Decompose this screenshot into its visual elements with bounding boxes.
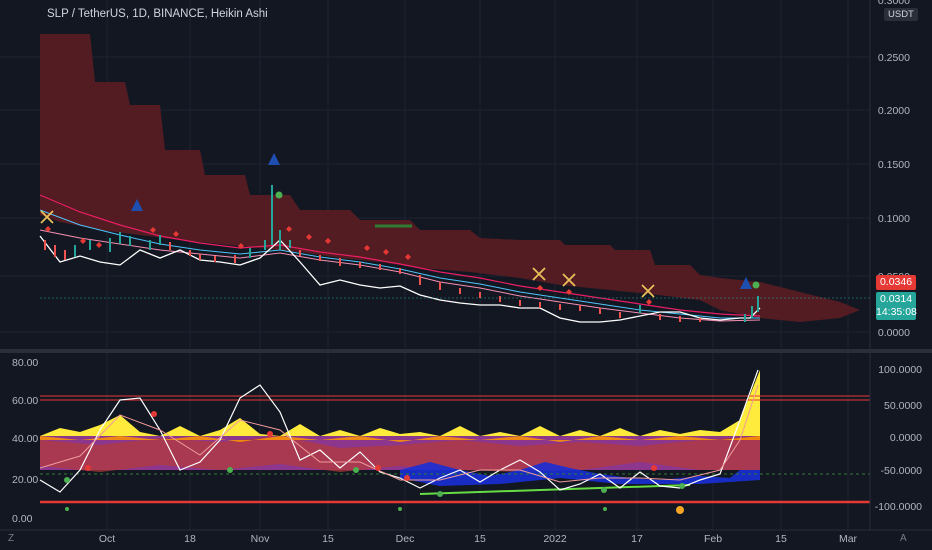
dot-marker bbox=[752, 281, 760, 289]
time-axis-label: 15 bbox=[775, 533, 787, 545]
price-axis-label: 0.2500 bbox=[878, 52, 910, 64]
time-axis-label: 2022 bbox=[543, 533, 567, 545]
time-axis-label: Dec bbox=[396, 533, 415, 545]
currency-badge[interactable]: USDT bbox=[884, 8, 918, 21]
time-axis-label: Oct bbox=[99, 533, 115, 545]
last-price-tag-red: 0.0346 bbox=[876, 275, 916, 290]
osc-pink-line bbox=[39, 384, 759, 483]
oscillator-pane bbox=[39, 369, 870, 514]
triangle-icon bbox=[740, 277, 752, 289]
osc-right-axis-label: 100.0000 bbox=[878, 364, 922, 376]
x-mark-icon bbox=[532, 267, 546, 281]
osc-left-axis-label: 40.00 bbox=[12, 433, 38, 445]
yellow-area bbox=[40, 370, 760, 436]
orange-area bbox=[40, 436, 760, 442]
markers bbox=[40, 153, 760, 305]
osc-left-axis-label: 0.00 bbox=[12, 513, 33, 525]
time-axis-label: 18 bbox=[184, 533, 196, 545]
candles bbox=[44, 185, 759, 322]
time-axis-label: Nov bbox=[251, 533, 270, 545]
osc-left-axis-label: 60.00 bbox=[12, 395, 38, 407]
price-axis-label: 0.1500 bbox=[878, 159, 910, 171]
time-axis-label: 15 bbox=[474, 533, 486, 545]
price-axis-label: 0.0000 bbox=[878, 327, 910, 339]
pane-separator[interactable] bbox=[0, 349, 932, 353]
auto-scale-button[interactable]: A bbox=[900, 533, 907, 544]
triangle-icon bbox=[131, 199, 143, 211]
osc-left-axis-label: 80.00 bbox=[12, 357, 38, 369]
price-axis-label: 0.1000 bbox=[878, 213, 910, 225]
time-axis-label: Feb bbox=[704, 533, 722, 545]
osc-left-axis-label: 20.00 bbox=[12, 474, 38, 486]
last-price-tag-green: 0.0314 bbox=[876, 292, 916, 307]
cloud-area bbox=[40, 34, 860, 322]
chart-title: SLP / TetherUS, 1D, BINANCE, Heikin Ashi bbox=[47, 8, 268, 20]
x-mark-icon bbox=[562, 273, 576, 287]
osc-right-axis-label: 0.0000 bbox=[890, 432, 922, 444]
price-axis-label: 0.2000 bbox=[878, 105, 910, 117]
timezone-button[interactable]: Z bbox=[8, 533, 15, 544]
white-line bbox=[39, 235, 761, 323]
triangle-icon bbox=[268, 153, 280, 165]
price-axis-label: 0.3000 bbox=[878, 0, 910, 7]
time-axis-label: 17 bbox=[631, 533, 643, 545]
x-mark-icon bbox=[40, 210, 54, 224]
time-axis-label: 15 bbox=[322, 533, 334, 545]
x-mark-icon bbox=[641, 284, 655, 298]
red-area bbox=[40, 436, 760, 472]
dot-marker bbox=[275, 191, 283, 199]
osc-right-axis-label: 50.0000 bbox=[884, 400, 922, 412]
countdown-tag: 14:35:08 bbox=[876, 305, 917, 320]
osc-right-axis-label: -50.0000 bbox=[881, 465, 923, 477]
time-axis-label: Mar bbox=[839, 533, 858, 545]
osc-right-axis-label: -100.0000 bbox=[875, 501, 922, 513]
